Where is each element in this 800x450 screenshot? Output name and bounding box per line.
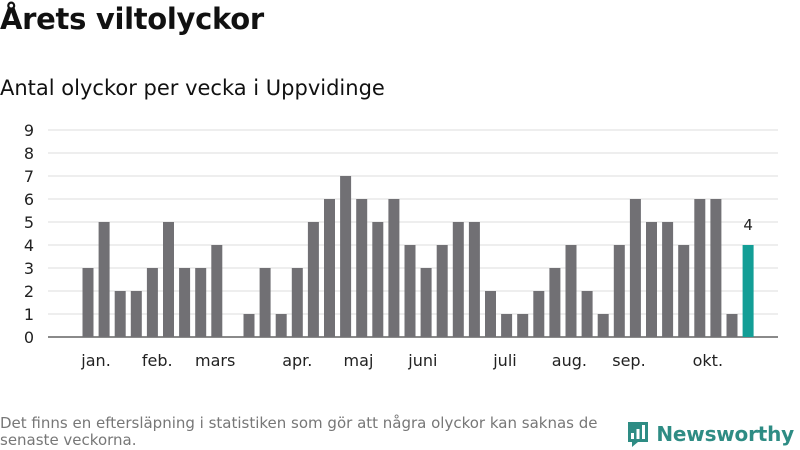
bar[interactable]	[533, 291, 545, 337]
bar[interactable]	[452, 222, 464, 337]
bar-highlighted[interactable]	[742, 245, 754, 337]
brand-logo[interactable]: Newsworthy	[626, 420, 794, 448]
bar[interactable]	[420, 268, 432, 337]
bar[interactable]	[356, 199, 368, 337]
y-tick-label: 8	[24, 144, 34, 163]
x-tick-label: mars	[195, 351, 235, 370]
bar-chart: 0 1 2 3 4 5 6 7 8 9 4 jan. feb. mars apr. maj juni juli…	[24, 121, 778, 370]
bar[interactable]	[613, 245, 625, 337]
bar-value-label: 4	[743, 216, 753, 234]
bars: 4	[82, 176, 754, 337]
bar[interactable]	[597, 314, 609, 337]
bar[interactable]	[436, 245, 448, 337]
chart-subtitle: Antal olyckor per vecka i Uppvidinge	[0, 76, 385, 100]
bar[interactable]	[340, 176, 352, 337]
bar[interactable]	[726, 314, 738, 337]
bar[interactable]	[549, 268, 561, 337]
bar[interactable]	[275, 314, 287, 337]
x-tick-label: maj	[344, 351, 374, 370]
bar[interactable]	[259, 268, 271, 337]
bar[interactable]	[146, 268, 158, 337]
x-tick-label: apr.	[282, 351, 312, 370]
bar[interactable]	[211, 245, 223, 337]
bar[interactable]	[662, 222, 674, 337]
bar[interactable]	[629, 199, 641, 337]
y-tick-label: 4	[24, 236, 34, 255]
footnote: Det finns en eftersläpning i statistiken…	[0, 414, 598, 449]
bar[interactable]	[243, 314, 255, 337]
newsworthy-icon	[628, 422, 649, 447]
bar[interactable]	[388, 199, 400, 337]
chart-title: Årets viltolyckor	[0, 2, 264, 36]
bar[interactable]	[98, 222, 110, 337]
bar[interactable]	[485, 291, 496, 337]
y-tick-label: 7	[24, 167, 34, 186]
y-tick-label: 6	[24, 190, 34, 209]
bar[interactable]	[565, 245, 577, 337]
y-tick-label: 3	[24, 259, 34, 278]
bar[interactable]	[678, 245, 690, 337]
bar[interactable]	[163, 222, 174, 337]
bar[interactable]	[82, 268, 94, 337]
bar[interactable]	[501, 314, 513, 337]
y-tick-label: 1	[24, 305, 34, 324]
bar[interactable]	[710, 199, 722, 337]
bar[interactable]	[195, 268, 207, 337]
bar[interactable]	[694, 199, 706, 337]
bar[interactable]	[130, 291, 142, 337]
brand-name: Newsworthy	[656, 422, 794, 446]
y-tick-label: 5	[24, 213, 34, 232]
x-tick-label: okt.	[693, 351, 723, 370]
bar[interactable]	[646, 222, 657, 337]
x-tick-label: aug.	[552, 351, 587, 370]
bar[interactable]	[179, 268, 191, 337]
y-tick-label: 9	[24, 121, 34, 140]
x-tick-label: sep.	[612, 351, 645, 370]
x-tick-label: feb.	[142, 351, 173, 370]
bar[interactable]	[372, 222, 384, 337]
bar[interactable]	[114, 291, 126, 337]
bar[interactable]	[404, 245, 416, 337]
x-axis-labels: jan. feb. mars apr. maj juni juli aug. sep. okt.	[80, 351, 723, 370]
bar[interactable]	[468, 222, 480, 337]
bar[interactable]	[324, 199, 335, 337]
bar[interactable]	[291, 268, 303, 337]
y-tick-label: 0	[24, 328, 34, 347]
y-tick-label: 2	[24, 282, 34, 301]
bar[interactable]	[307, 222, 319, 337]
x-tick-label: jan.	[80, 351, 110, 370]
x-tick-label: juni	[407, 351, 437, 370]
x-tick-label: juli	[492, 351, 516, 370]
bar[interactable]	[581, 291, 593, 337]
y-axis-labels: 0 1 2 3 4 5 6 7 8 9	[24, 121, 34, 347]
bar[interactable]	[517, 314, 529, 337]
